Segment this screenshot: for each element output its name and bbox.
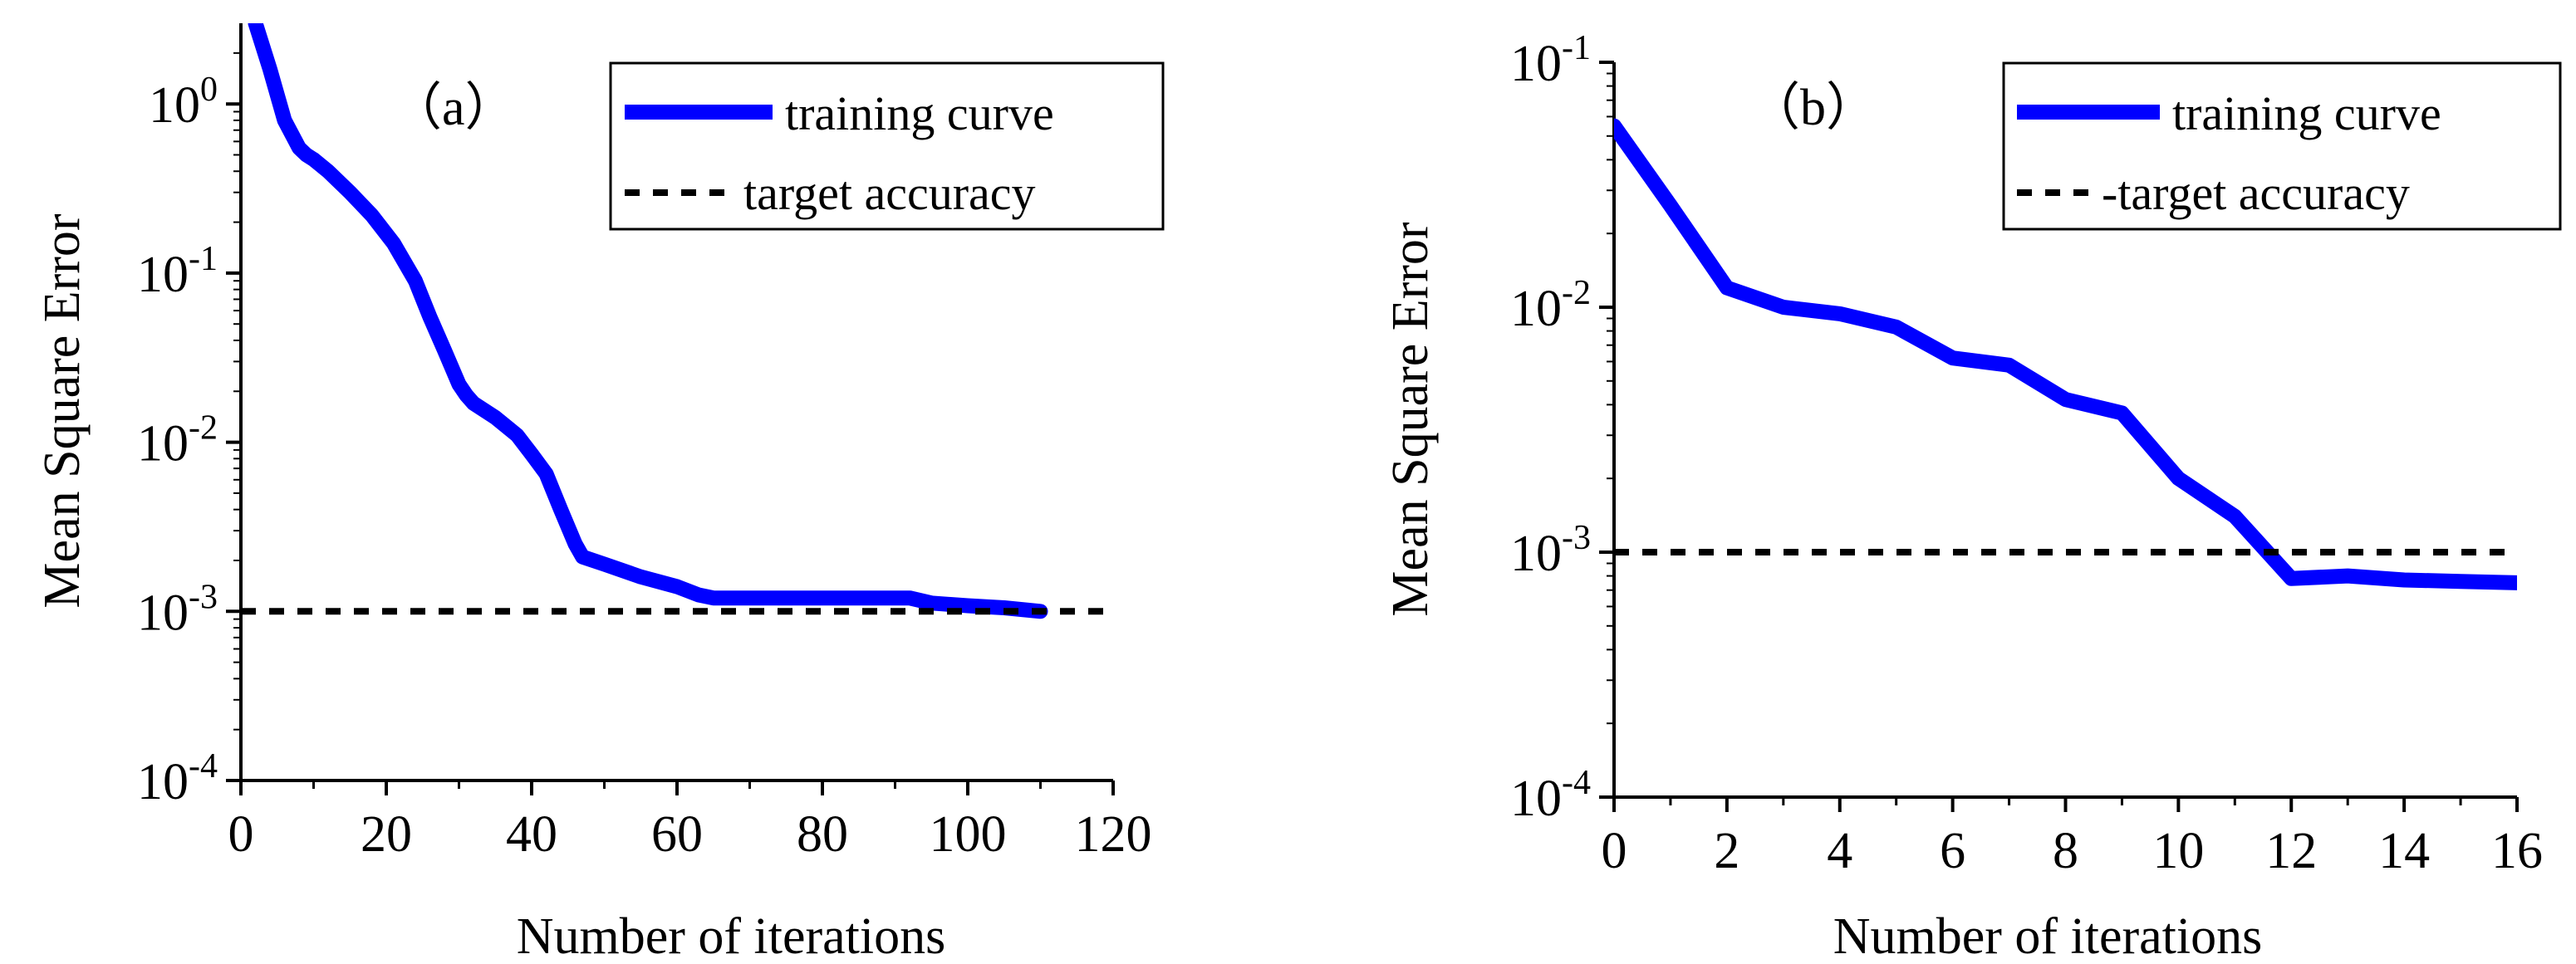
panel-b-xtick-label: 6 <box>1940 823 1965 879</box>
panel-b-legend-training-label: training curve <box>2172 86 2441 140</box>
panel-a-training-curve-line <box>248 23 1048 619</box>
panel-b-xlabel: Number of iterations <box>1833 908 2263 964</box>
panel-a-xtick-label: 80 <box>797 806 848 863</box>
panel-b-ylabel: Mean Square Error <box>1382 222 1439 616</box>
panel-b-xtick-label: 2 <box>1714 823 1739 879</box>
panel-a-ylabel: Mean Square Error <box>34 213 91 608</box>
panel-a-ytick-label: 10-1 <box>137 240 218 303</box>
panel-b-label: （b） <box>1749 80 1877 136</box>
panel-a-xtick-label: 20 <box>361 806 412 863</box>
panel-b-xtick-label: 16 <box>2491 823 2543 879</box>
panel-a-xtick-label: 60 <box>651 806 703 863</box>
panel-b-legend-target-label: -target accuracy <box>2102 166 2410 220</box>
panel-b-xtick-label: 4 <box>1827 823 1852 879</box>
panel-b-legend-box <box>2002 61 2562 231</box>
panel-b-ytick-label: 10-4 <box>1510 764 1591 827</box>
panel-a-label: （a） <box>390 80 517 136</box>
panel-a-ytick-label: 100 <box>149 71 218 134</box>
panel-b-ytick-label: 10-2 <box>1510 274 1591 337</box>
panel-a-xlabel: Number of iterations <box>517 908 946 964</box>
panel-b-training-curve-line <box>1614 118 2517 590</box>
panel-b-xtick-label: 0 <box>1602 823 1627 879</box>
panel-b-chart: （b） Mean Square Error Number of iteratio… <box>1382 29 2562 964</box>
panel-a-xtick-label: 100 <box>930 806 1007 863</box>
panel-a-xtick-label: 120 <box>1075 806 1152 863</box>
panel-a-chart: （a） Mean Square Error Number of iteratio… <box>34 23 1165 964</box>
panel-a-legend-target-label: target accuracy <box>743 166 1036 220</box>
panel-b-xtick-label: 10 <box>2152 823 2204 879</box>
panel-a-legend: training curve target accuracy <box>609 61 1165 231</box>
panel-a-ytick-label: 10-4 <box>137 747 218 810</box>
panel-a-xtick-label: 40 <box>506 806 557 863</box>
panel-b-legend: training curve -target accuracy <box>2002 61 2562 231</box>
panel-b-xtick-label: 12 <box>2265 823 2317 879</box>
panel-a-ytick-label: 10-2 <box>137 409 218 472</box>
panel-a-xtick-label: 0 <box>228 806 254 863</box>
panel-b-xtick-label: 14 <box>2378 823 2430 879</box>
panel-b-xtick-label: 8 <box>2053 823 2078 879</box>
panel-a-ytick-label: 10-3 <box>137 578 218 641</box>
panel-b-ytick-label: 10-1 <box>1510 29 1591 92</box>
panel-a-legend-training-label: training curve <box>785 86 1054 140</box>
panel-a-legend-box <box>609 61 1165 231</box>
panel-b-ytick-label: 10-3 <box>1510 519 1591 582</box>
